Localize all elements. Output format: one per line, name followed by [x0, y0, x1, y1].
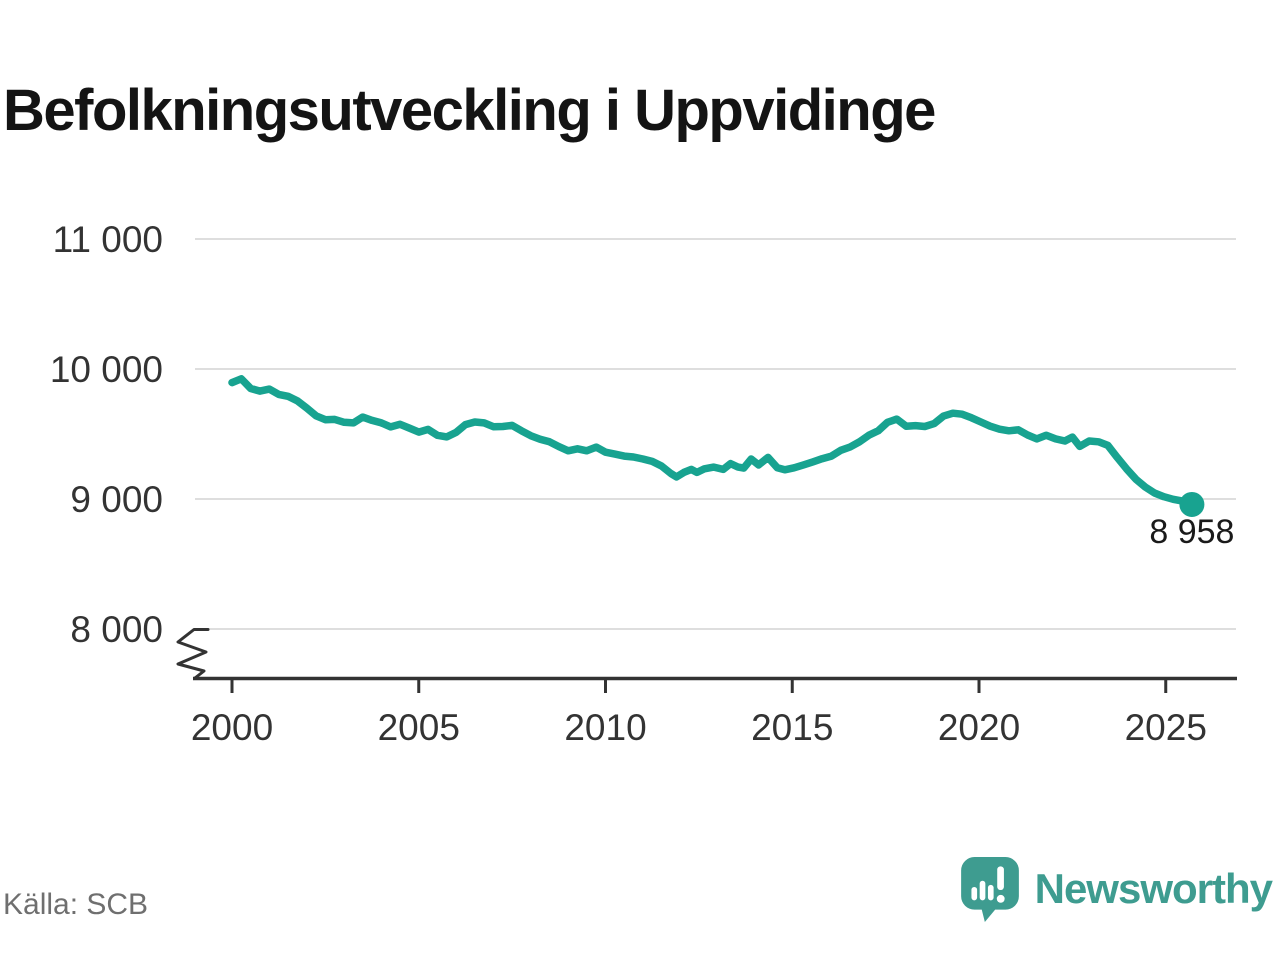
y-axis-break-icon [176, 628, 210, 680]
x-tick-label-2025: 2025 [1125, 707, 1207, 748]
x-tick-label-2010: 2010 [564, 707, 646, 748]
logo-bar-1 [971, 886, 977, 901]
source-note: Källa: SCB [3, 888, 149, 921]
y-tick-label-8000: 8 000 [70, 609, 163, 650]
y-tick-label-10000: 10 000 [50, 349, 163, 390]
x-tick-label-2015: 2015 [751, 707, 833, 748]
brand-wordmark: Newsworthy [1034, 865, 1273, 912]
logo-bar-3 [987, 884, 994, 901]
x-tick-label-2020: 2020 [938, 707, 1020, 748]
chart-title: Befolkningsutveckling i Uppvidinge [3, 77, 936, 143]
branding: Newsworthy [960, 856, 1273, 922]
logo-exclamation-bar [996, 866, 1004, 891]
logo-bar-2 [979, 880, 985, 901]
last-value-label: 8 958 [1149, 513, 1235, 552]
x-tick-label-2005: 2005 [378, 707, 460, 748]
y-tick-label-9000: 9 000 [70, 479, 163, 520]
last-value-dot [1179, 491, 1205, 517]
logo-exclamation-dot [996, 894, 1005, 903]
population-line-series [228, 375, 1196, 509]
x-tick-label-2000: 2000 [191, 707, 273, 748]
y-tick-label-11000: 11 000 [53, 219, 163, 260]
newsworthy-logo-icon [960, 857, 1019, 922]
